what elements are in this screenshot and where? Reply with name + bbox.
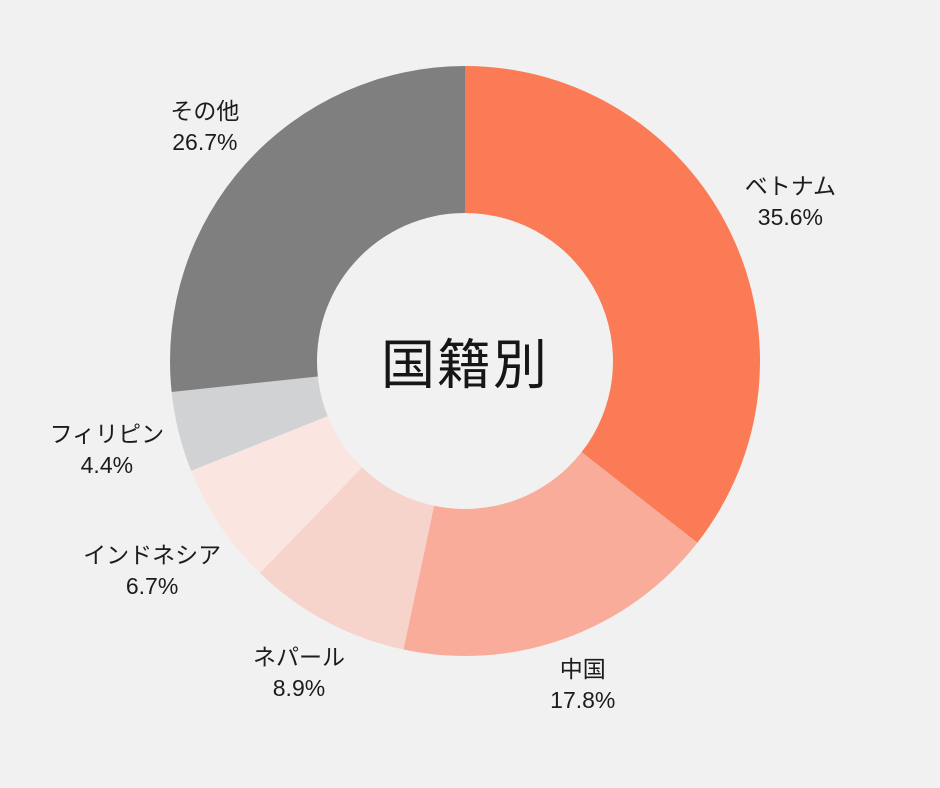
chart-title: 国籍別 — [381, 335, 549, 396]
slice-label-value: 26.7% — [172, 128, 238, 155]
slice-label-name: ベトナム — [744, 173, 837, 200]
slice-label-china: 中国 17.8% — [550, 654, 615, 716]
donut-slice-vietnam — [465, 66, 760, 543]
slice-label-value: 35.6% — [757, 204, 824, 231]
slice-label-value: 8.9% — [272, 674, 326, 701]
slice-label-value: 4.4% — [80, 451, 134, 478]
slice-label-name: ネパール — [252, 643, 345, 670]
slice-label-name: インドネシア — [83, 542, 222, 569]
slice-label-nepal: ネパール 8.9% — [253, 641, 345, 703]
slice-label-vietnam: ベトナム 35.6% — [745, 171, 836, 233]
donut-slice-china — [403, 452, 698, 656]
slice-label-philippines: フィリピン 4.4% — [50, 419, 165, 481]
slice-label-indonesia: インドネシア 6.7% — [83, 540, 221, 602]
donut-slice-philippines — [171, 376, 328, 471]
slice-label-value: 6.7% — [125, 573, 179, 600]
slice-label-name: 中国 — [559, 656, 606, 683]
slice-label-name: その他 — [170, 97, 240, 124]
donut-slice-nepal — [259, 467, 435, 650]
slice-label-value: 17.8% — [550, 687, 616, 714]
donut-slice-others — [170, 66, 465, 392]
slice-label-name: フィリピン — [49, 420, 165, 447]
donut-slice-indonesia — [191, 416, 363, 574]
slice-label-others: その他 26.7% — [170, 96, 239, 158]
